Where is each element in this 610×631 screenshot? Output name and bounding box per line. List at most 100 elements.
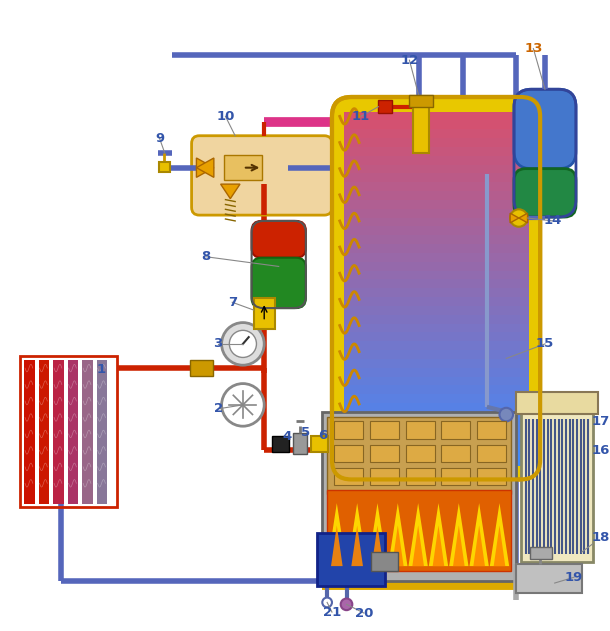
Text: 2: 2: [214, 403, 223, 415]
FancyBboxPatch shape: [97, 360, 107, 504]
Polygon shape: [351, 526, 363, 566]
Text: 21: 21: [323, 606, 341, 618]
Text: 8: 8: [201, 251, 210, 263]
FancyBboxPatch shape: [327, 416, 511, 495]
Circle shape: [229, 331, 256, 357]
FancyBboxPatch shape: [343, 394, 528, 404]
FancyBboxPatch shape: [223, 155, 262, 180]
Text: 9: 9: [155, 132, 164, 145]
FancyBboxPatch shape: [370, 468, 399, 485]
Polygon shape: [490, 503, 509, 566]
FancyBboxPatch shape: [343, 403, 528, 413]
Polygon shape: [327, 503, 346, 566]
FancyBboxPatch shape: [343, 112, 528, 121]
Text: 20: 20: [355, 606, 373, 620]
FancyBboxPatch shape: [406, 468, 434, 485]
Text: 3: 3: [213, 338, 223, 350]
Text: 7: 7: [228, 296, 237, 309]
Text: 19: 19: [565, 570, 583, 584]
FancyBboxPatch shape: [190, 360, 213, 376]
FancyBboxPatch shape: [251, 221, 306, 257]
FancyBboxPatch shape: [371, 552, 398, 572]
FancyBboxPatch shape: [343, 447, 528, 457]
FancyBboxPatch shape: [343, 209, 528, 218]
Text: 6: 6: [318, 429, 327, 442]
FancyBboxPatch shape: [38, 360, 49, 504]
Polygon shape: [473, 526, 485, 566]
Text: 15: 15: [536, 338, 554, 350]
Polygon shape: [371, 526, 383, 566]
FancyBboxPatch shape: [343, 271, 528, 280]
Text: 11: 11: [352, 110, 370, 123]
FancyBboxPatch shape: [343, 421, 528, 430]
FancyBboxPatch shape: [343, 288, 528, 298]
FancyBboxPatch shape: [370, 445, 399, 462]
FancyBboxPatch shape: [477, 422, 506, 439]
Polygon shape: [331, 526, 343, 566]
Text: 17: 17: [592, 415, 610, 428]
FancyBboxPatch shape: [343, 341, 528, 351]
FancyBboxPatch shape: [68, 360, 78, 504]
FancyBboxPatch shape: [406, 422, 434, 439]
FancyBboxPatch shape: [442, 422, 470, 439]
FancyBboxPatch shape: [343, 182, 528, 192]
FancyBboxPatch shape: [343, 386, 528, 395]
Text: 18: 18: [592, 531, 610, 544]
FancyBboxPatch shape: [343, 227, 528, 236]
FancyBboxPatch shape: [293, 433, 307, 454]
FancyBboxPatch shape: [343, 350, 528, 360]
Text: 14: 14: [544, 215, 562, 227]
FancyBboxPatch shape: [406, 445, 434, 462]
Polygon shape: [453, 526, 465, 566]
FancyBboxPatch shape: [521, 411, 594, 562]
FancyBboxPatch shape: [334, 422, 363, 439]
FancyBboxPatch shape: [516, 563, 582, 593]
FancyBboxPatch shape: [477, 445, 506, 462]
FancyBboxPatch shape: [343, 138, 528, 148]
FancyBboxPatch shape: [343, 129, 528, 139]
Polygon shape: [493, 526, 505, 566]
FancyBboxPatch shape: [317, 533, 386, 586]
FancyBboxPatch shape: [343, 324, 528, 333]
FancyBboxPatch shape: [343, 165, 528, 174]
Text: 12: 12: [400, 54, 418, 67]
Circle shape: [322, 598, 332, 607]
FancyBboxPatch shape: [327, 490, 511, 571]
FancyBboxPatch shape: [343, 280, 528, 289]
Polygon shape: [449, 503, 468, 566]
FancyBboxPatch shape: [343, 262, 528, 271]
Text: 4: 4: [283, 430, 292, 444]
Circle shape: [341, 599, 353, 610]
Circle shape: [221, 322, 264, 365]
Text: 5: 5: [301, 427, 310, 439]
FancyBboxPatch shape: [343, 174, 528, 183]
Polygon shape: [412, 526, 424, 566]
FancyBboxPatch shape: [477, 468, 506, 485]
Polygon shape: [388, 503, 407, 566]
FancyBboxPatch shape: [343, 200, 528, 209]
Polygon shape: [519, 213, 528, 223]
FancyBboxPatch shape: [343, 377, 528, 386]
FancyBboxPatch shape: [159, 162, 170, 172]
FancyBboxPatch shape: [334, 468, 363, 485]
FancyBboxPatch shape: [514, 168, 576, 217]
FancyBboxPatch shape: [409, 95, 432, 107]
FancyBboxPatch shape: [82, 360, 93, 504]
FancyBboxPatch shape: [343, 359, 528, 369]
Polygon shape: [432, 526, 444, 566]
FancyBboxPatch shape: [322, 411, 516, 581]
FancyBboxPatch shape: [516, 392, 598, 413]
Polygon shape: [510, 213, 519, 223]
FancyBboxPatch shape: [343, 244, 528, 254]
Text: 1: 1: [97, 363, 106, 375]
Circle shape: [500, 408, 513, 422]
FancyBboxPatch shape: [343, 315, 528, 324]
FancyBboxPatch shape: [343, 253, 528, 262]
FancyBboxPatch shape: [251, 257, 306, 308]
FancyBboxPatch shape: [343, 333, 528, 342]
FancyBboxPatch shape: [254, 298, 275, 329]
Text: 13: 13: [524, 42, 542, 55]
Circle shape: [221, 384, 264, 426]
FancyBboxPatch shape: [343, 235, 528, 245]
Polygon shape: [348, 503, 367, 566]
